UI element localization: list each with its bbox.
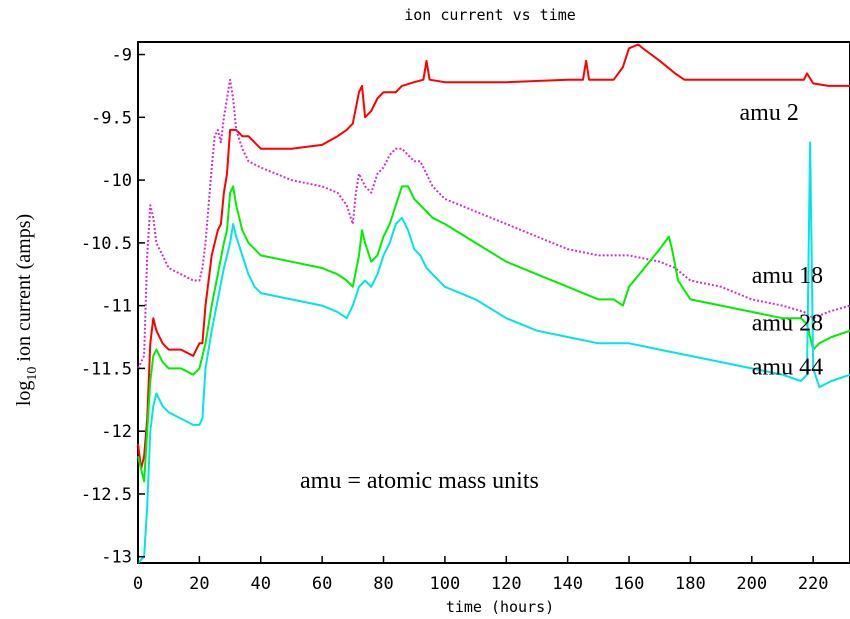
y-tick-label: -11 xyxy=(101,297,132,317)
y-axis-ticks: -9 -9.5 -10 -10.5 -11 -11.5 -12 -12.5 -13 xyxy=(81,46,145,568)
series-line-amu-28 xyxy=(137,185,850,483)
y-tick-label: -9 xyxy=(112,46,132,66)
y-axis-label-log: log xyxy=(13,381,35,407)
series-line-amu-2 xyxy=(137,43,850,470)
x-axis-label: time (hours) xyxy=(446,598,554,616)
x-tick-label: 120 xyxy=(491,574,522,594)
x-tick-label: 60 xyxy=(312,574,332,594)
series-label-amu-2: amu 2 xyxy=(740,100,799,126)
x-tick-label: 100 xyxy=(430,574,461,594)
series-line-amu-18 xyxy=(137,78,850,369)
x-tick-label: 40 xyxy=(251,574,271,594)
plot-frame xyxy=(137,41,850,564)
series-layer xyxy=(137,43,850,564)
series-line-amu-44 xyxy=(137,141,850,564)
annotation-text: amu = atomic mass units xyxy=(300,468,539,494)
chart-title: ion current vs time xyxy=(404,6,576,24)
y-tick-label: -11.5 xyxy=(81,359,132,379)
y-tick-label: -10.5 xyxy=(81,234,132,254)
x-tick-label: 20 xyxy=(189,574,209,594)
x-tick-label: 220 xyxy=(798,574,829,594)
y-tick-label: -13 xyxy=(101,548,132,568)
x-tick-label: 200 xyxy=(736,574,767,594)
series-label-amu-28: amu 28 xyxy=(752,311,823,337)
x-tick-label: 180 xyxy=(675,574,706,594)
series-label-amu-44: amu 44 xyxy=(752,355,823,381)
x-axis-ticks: 0 20 40 60 80 100 120 140 160 180 200 220 xyxy=(133,556,829,594)
x-tick-label: 80 xyxy=(373,574,393,594)
series-label-amu-18: amu 18 xyxy=(752,263,823,289)
y-tick-label: -12.5 xyxy=(81,485,132,505)
y-axis-label-sub: 10 xyxy=(25,367,40,381)
x-tick-label: 160 xyxy=(614,574,645,594)
x-tick-label: 140 xyxy=(552,574,583,594)
x-tick-label: 0 xyxy=(133,574,143,594)
y-tick-label: -12 xyxy=(101,422,132,442)
y-axis-label-rest: ion current (amps) xyxy=(13,214,35,367)
series-labels: amu 2 amu 18 amu 28 amu 44 xyxy=(740,100,824,381)
y-tick-label: -9.5 xyxy=(91,108,132,128)
y-axis-label: log10 ion current (amps) xyxy=(13,214,40,406)
y-tick-label: -10 xyxy=(101,171,132,191)
